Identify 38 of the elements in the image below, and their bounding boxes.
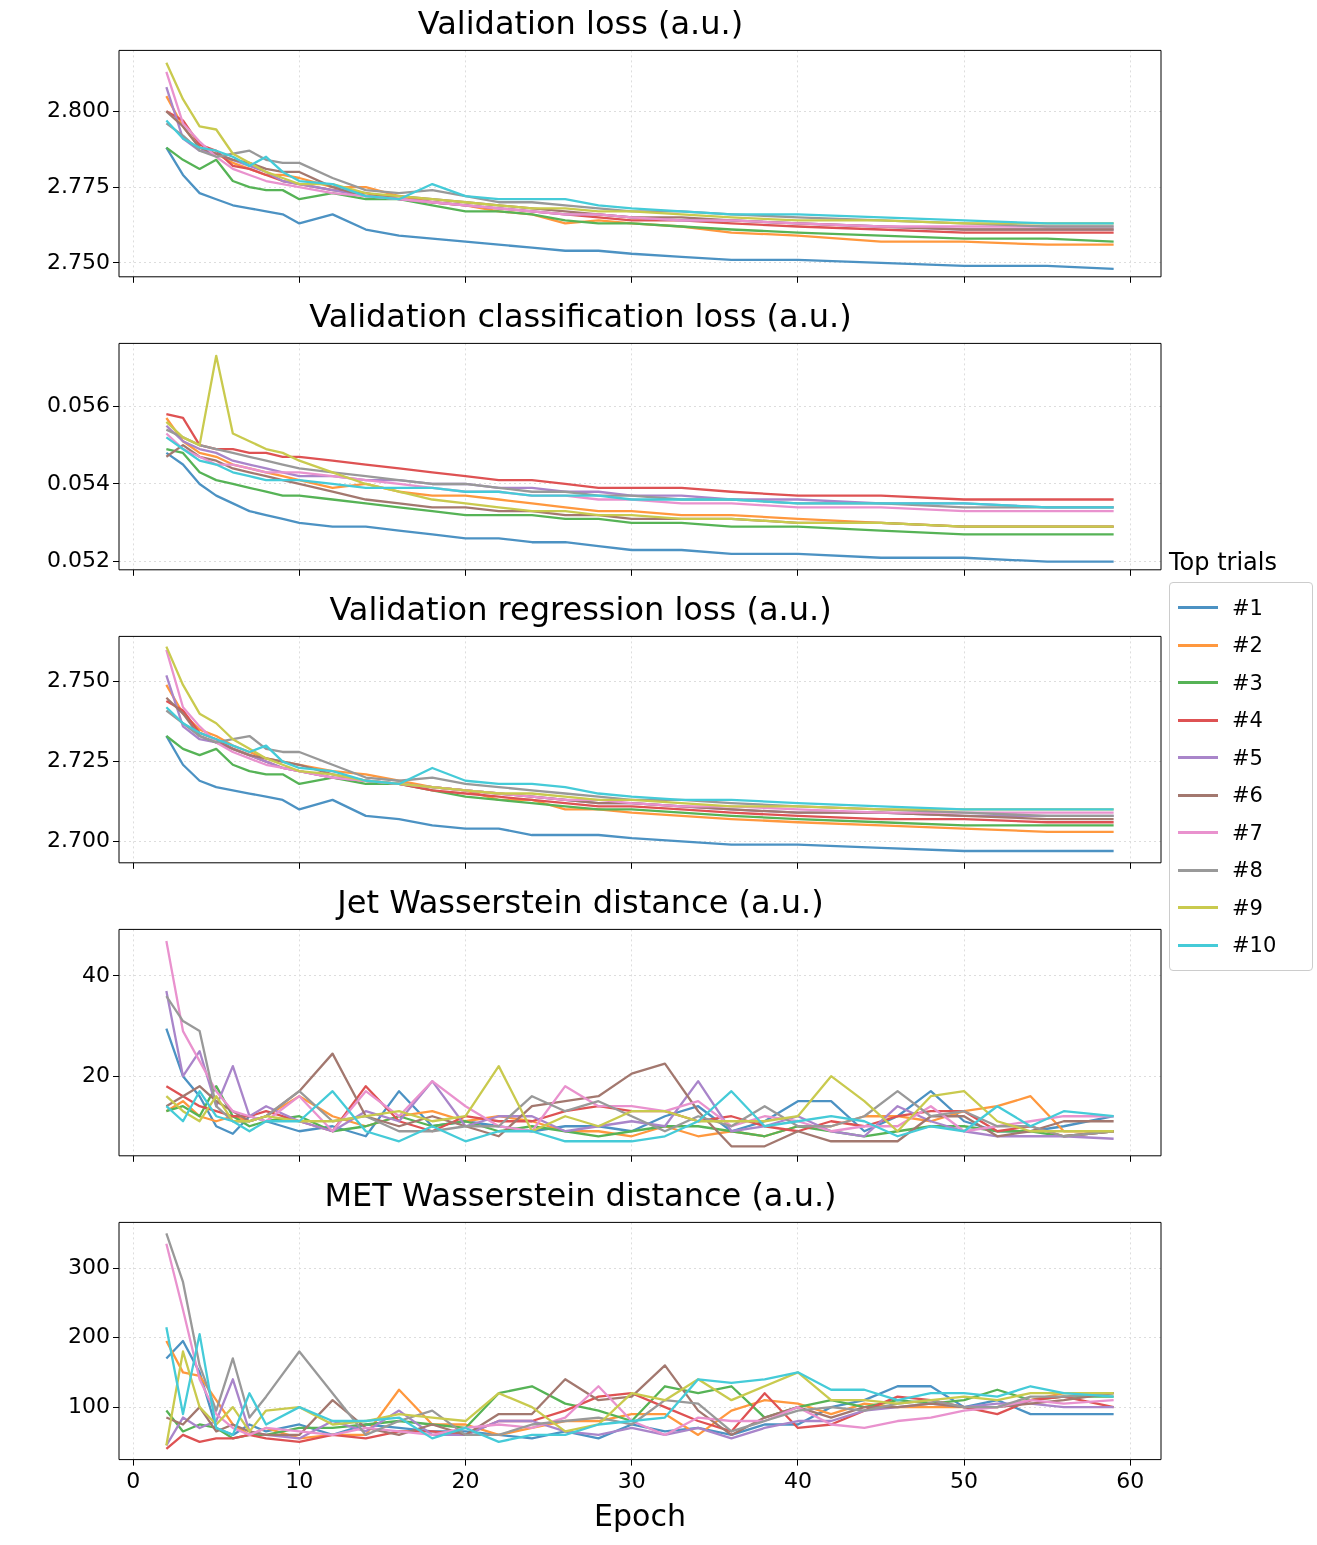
legend-label: #7 — [1232, 820, 1263, 845]
y-tick-label: 20 — [82, 1061, 110, 1087]
y-tick-label: 2.700 — [47, 827, 110, 853]
y-tick-label: 0.052 — [47, 547, 110, 573]
x-tick-label: 50 — [950, 1467, 979, 1493]
legend-label: #10 — [1232, 933, 1277, 958]
legend-label: #1 — [1232, 595, 1263, 620]
legend-label: #8 — [1232, 858, 1263, 883]
y-tick-label: 2.800 — [47, 97, 110, 123]
chart-title: Validation regression loss (a.u.) — [329, 589, 832, 628]
chart-title: Validation loss (a.u.) — [417, 3, 744, 42]
x-tick-label: 40 — [783, 1467, 812, 1493]
y-tick-label: 2.775 — [47, 172, 110, 198]
x-tick-label: 10 — [285, 1467, 314, 1493]
y-tick-label: 2.750 — [47, 248, 110, 274]
legend-label: #9 — [1232, 895, 1263, 920]
legend-title: Top trials — [1169, 548, 1278, 576]
y-tick-label: 300 — [68, 1253, 110, 1279]
x-tick-label: 20 — [451, 1467, 480, 1493]
y-tick-label: 200 — [68, 1323, 110, 1349]
x-tick-label: 0 — [126, 1467, 141, 1493]
y-tick-label: 40 — [82, 961, 110, 987]
x-axis-title: Epoch — [594, 1497, 686, 1533]
y-tick-label: 0.054 — [47, 469, 110, 495]
legend-label: #5 — [1232, 745, 1263, 770]
y-tick-label: 2.725 — [47, 747, 110, 773]
legend-label: #6 — [1232, 783, 1263, 808]
y-tick-label: 2.750 — [47, 667, 110, 693]
y-tick-label: 0.056 — [47, 392, 110, 418]
y-tick-label: 100 — [68, 1392, 110, 1418]
legend-label: #2 — [1232, 633, 1263, 658]
x-tick-label: 30 — [617, 1467, 646, 1493]
chart-title: Jet Wasserstein distance (a.u.) — [335, 882, 824, 921]
chart-title: Validation classification loss (a.u.) — [309, 296, 852, 335]
legend-label: #3 — [1232, 670, 1263, 695]
legend-label: #4 — [1232, 708, 1263, 733]
chart-title: MET Wasserstein distance (a.u.) — [324, 1175, 837, 1214]
x-tick-label: 60 — [1116, 1467, 1145, 1493]
